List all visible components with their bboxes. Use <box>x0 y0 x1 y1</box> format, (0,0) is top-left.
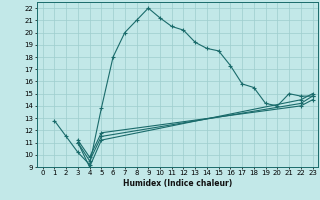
X-axis label: Humidex (Indice chaleur): Humidex (Indice chaleur) <box>123 179 232 188</box>
